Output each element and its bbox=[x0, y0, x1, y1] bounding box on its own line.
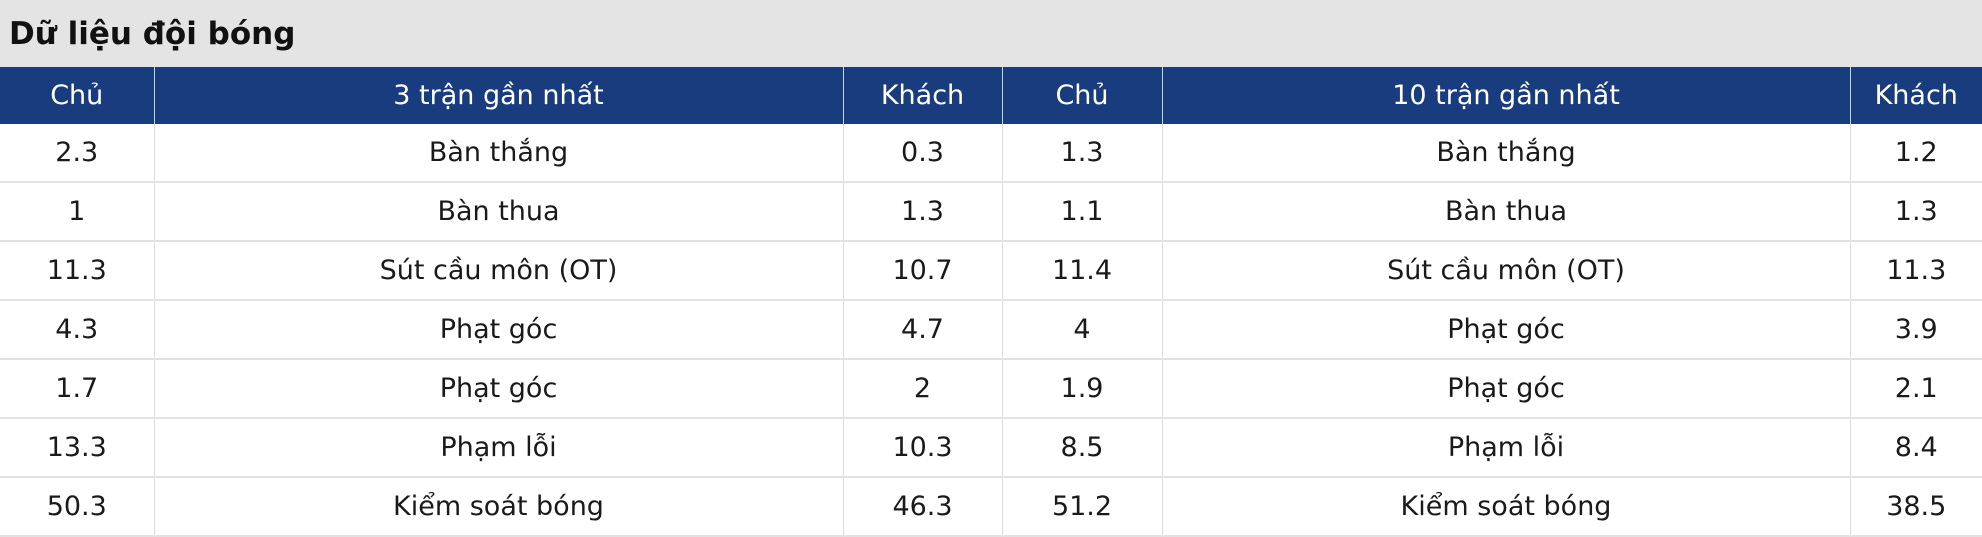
table-cell: Bàn thua bbox=[153, 182, 843, 242]
table-cell: Phạm lỗi bbox=[1161, 418, 1850, 478]
table-row: 4.3 Phạt góc 4.7 4 Phạt góc 3.9 bbox=[0, 300, 1982, 360]
table-body: 2.3 Bàn thắng 0.3 1.3 Bàn thắng 1.2 1 Bàn thua 1… bbox=[0, 124, 1982, 537]
table-cell: 3.9 bbox=[1849, 300, 1982, 360]
table-cell: 8.5 bbox=[1001, 418, 1162, 478]
table-cell: 1.1 bbox=[1001, 182, 1162, 242]
table-cell: 4 bbox=[1001, 300, 1162, 360]
table-cell: 1.2 bbox=[1849, 124, 1982, 183]
table-cell: Sút cầu môn (OT) bbox=[1161, 241, 1850, 301]
table-cell: 1.3 bbox=[1001, 124, 1162, 183]
column-header: Khách bbox=[842, 67, 1002, 124]
table-row: 1.7 Phạt góc 2 1.9 Phạt góc 2.1 bbox=[0, 359, 1982, 419]
table-cell: 10.3 bbox=[842, 418, 1002, 478]
table-cell: Phạm lỗi bbox=[153, 418, 843, 478]
table-cell: Phạt góc bbox=[153, 300, 843, 360]
table-cell: 2 bbox=[842, 359, 1002, 419]
table-cell: Phạt góc bbox=[1161, 359, 1850, 419]
table-cell: Phạt góc bbox=[1161, 300, 1850, 360]
title: Dữ liệu đội bóng bbox=[9, 15, 296, 52]
table-cell: Sút cầu môn (OT) bbox=[153, 241, 843, 301]
column-header: 10 trận gần nhất bbox=[1161, 67, 1850, 124]
table-cell: 11.3 bbox=[1849, 241, 1982, 301]
header-row: Chủ 3 trận gần nhất Khách Chủ 10 trận gần nh… bbox=[0, 67, 1982, 124]
stats-table: Chủ 3 trận gần nhất Khách Chủ 10 trận gần nh… bbox=[0, 67, 1982, 537]
table-cell: 0.3 bbox=[842, 124, 1002, 183]
table-cell: 4.7 bbox=[842, 300, 1002, 360]
table-cell: Bàn thua bbox=[1161, 182, 1850, 242]
table-row: 13.3 Phạm lỗi 10.3 8.5 Phạm lỗi 8.4 bbox=[0, 418, 1982, 478]
table-cell: 50.3 bbox=[0, 477, 154, 537]
column-header: Chủ bbox=[0, 67, 154, 124]
table-cell: 1.3 bbox=[1849, 182, 1982, 242]
table-row: 2.3 Bàn thắng 0.3 1.3 Bàn thắng 1.2 bbox=[0, 124, 1982, 183]
table-cell: 1.3 bbox=[842, 182, 1002, 242]
table-cell: Kiểm soát bóng bbox=[1161, 477, 1850, 537]
table-row: 1 Bàn thua 1.3 1.1 Bàn thua 1.3 bbox=[0, 182, 1982, 242]
table-cell: Bàn thắng bbox=[153, 124, 843, 183]
table-cell: Bàn thắng bbox=[1161, 124, 1850, 183]
title-bar: Dữ liệu đội bóng bbox=[0, 0, 1982, 67]
table-row: 11.3 Sút cầu môn (OT) 10.7 11.4 Sút cầu môn … bbox=[0, 241, 1982, 301]
table-cell: 1.7 bbox=[0, 359, 154, 419]
table-cell: 4.3 bbox=[0, 300, 154, 360]
table-cell: 1.9 bbox=[1001, 359, 1162, 419]
table-cell: Phạt góc bbox=[153, 359, 843, 419]
table-cell: 2.3 bbox=[0, 124, 154, 183]
column-header: Khách bbox=[1849, 67, 1982, 124]
column-header: 3 trận gần nhất bbox=[153, 67, 843, 124]
table-cell: 11.4 bbox=[1001, 241, 1162, 301]
table-cell: 46.3 bbox=[842, 477, 1002, 537]
table-cell: 13.3 bbox=[0, 418, 154, 478]
table-cell: 51.2 bbox=[1001, 477, 1162, 537]
table-cell: Kiểm soát bóng bbox=[153, 477, 843, 537]
table-cell: 38.5 bbox=[1849, 477, 1982, 537]
table-row: 50.3 Kiểm soát bóng 46.3 51.2 Kiểm soát bóng… bbox=[0, 477, 1982, 537]
table-cell: 8.4 bbox=[1849, 418, 1982, 478]
table-cell: 2.1 bbox=[1849, 359, 1982, 419]
table-cell: 10.7 bbox=[842, 241, 1002, 301]
table-cell: 11.3 bbox=[0, 241, 154, 301]
column-header: Chủ bbox=[1001, 67, 1162, 124]
table-cell: 1 bbox=[0, 182, 154, 242]
